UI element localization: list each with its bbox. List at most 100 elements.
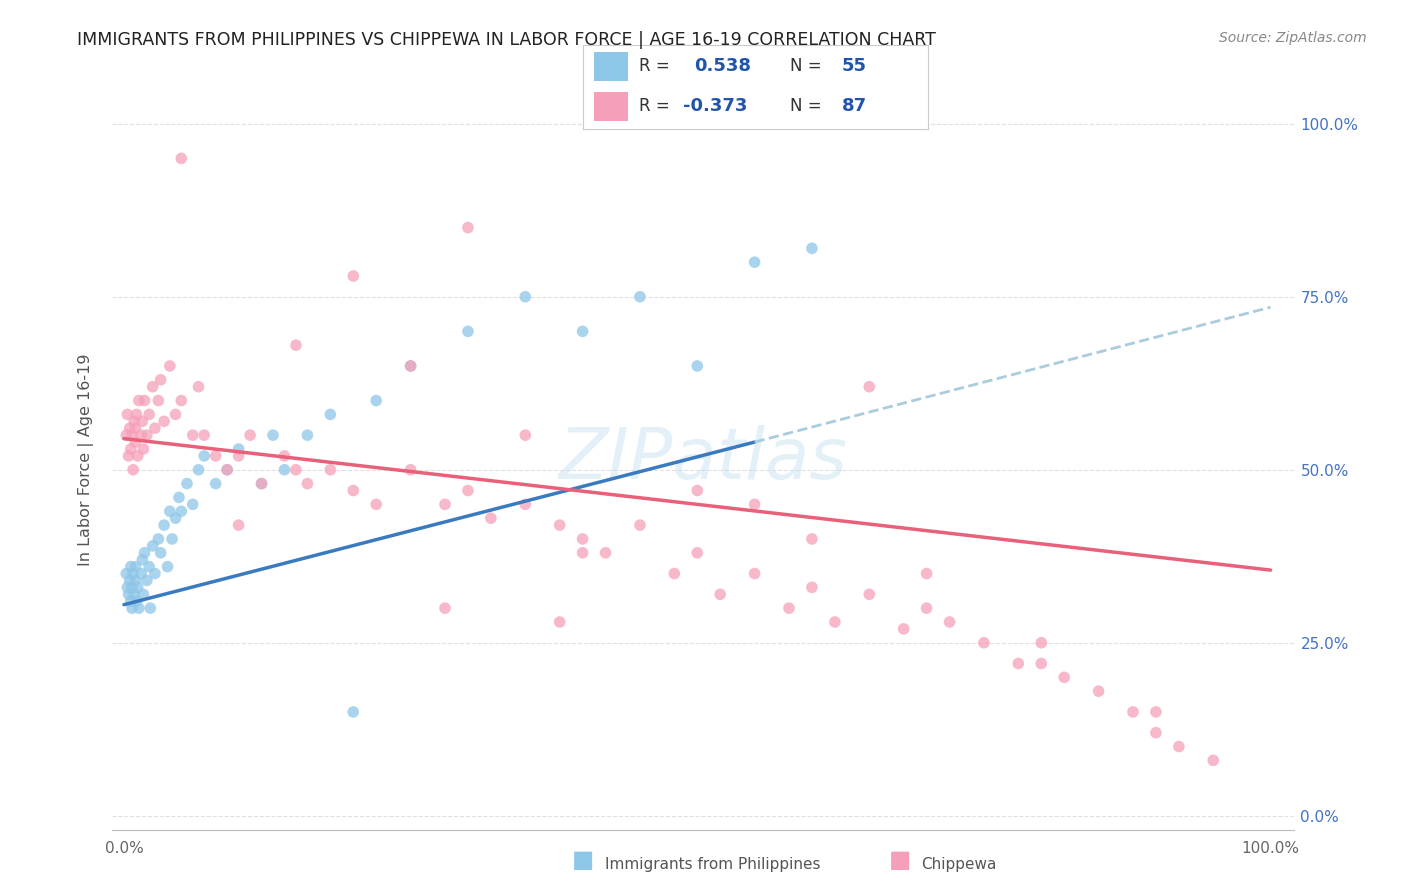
Point [1167, 739, 1189, 754]
Point [628, 518, 651, 533]
Point [1007, 657, 1029, 671]
Bar [593, 53, 628, 81]
Point [138, 408, 160, 422]
Point [176, 476, 198, 491]
Point [167, 491, 190, 505]
Point [399, 463, 422, 477]
Point [134, 546, 156, 560]
Point [122, 566, 145, 581]
Point [1144, 705, 1167, 719]
Point [434, 601, 457, 615]
Point [595, 546, 617, 560]
Point [1053, 670, 1076, 684]
Point [156, 559, 179, 574]
Point [686, 546, 709, 560]
Point [153, 518, 176, 533]
Point [1144, 725, 1167, 739]
Point [571, 324, 593, 338]
Point [515, 290, 537, 304]
Point [115, 428, 138, 442]
Point [548, 615, 571, 629]
Text: Source: ZipAtlas.com: Source: ZipAtlas.com [1219, 31, 1367, 45]
Point [127, 449, 149, 463]
Point [149, 546, 172, 560]
Point [938, 615, 960, 629]
Point [143, 566, 166, 581]
Point [131, 552, 153, 566]
Point [135, 428, 157, 442]
Point [1087, 684, 1109, 698]
Point [262, 428, 284, 442]
Point [664, 566, 686, 581]
Point [800, 241, 823, 255]
Point [159, 359, 181, 373]
Text: ■: ■ [889, 848, 911, 872]
Point [135, 574, 157, 588]
Point [915, 566, 938, 581]
Point [297, 476, 319, 491]
Point [858, 587, 880, 601]
Point [893, 622, 915, 636]
Point [228, 442, 250, 456]
Point [142, 380, 165, 394]
Point [800, 581, 823, 595]
Text: N =: N = [790, 97, 821, 115]
Point [744, 255, 766, 269]
Text: R =: R = [638, 97, 669, 115]
Point [744, 497, 766, 511]
Point [121, 601, 143, 615]
Point [228, 518, 250, 533]
Point [399, 359, 422, 373]
Point [117, 408, 139, 422]
Point [239, 428, 262, 442]
Point [134, 393, 156, 408]
Point [273, 449, 295, 463]
Point [187, 380, 209, 394]
Point [115, 566, 138, 581]
Point [744, 566, 766, 581]
Point [457, 483, 479, 498]
Point [479, 511, 502, 525]
Point [228, 449, 250, 463]
Point [571, 546, 593, 560]
Point [686, 359, 709, 373]
Text: N =: N = [790, 57, 821, 75]
Point [132, 442, 155, 456]
Point [127, 581, 149, 595]
Point [124, 574, 146, 588]
Text: IMMIGRANTS FROM PHILIPPINES VS CHIPPEWA IN LABOR FORCE | AGE 16-19 CORRELATION C: IMMIGRANTS FROM PHILIPPINES VS CHIPPEWA … [77, 31, 936, 49]
Point [686, 483, 709, 498]
Point [457, 324, 479, 338]
Point [117, 449, 139, 463]
Point [149, 373, 172, 387]
Point [139, 601, 162, 615]
Point [366, 497, 388, 511]
Point [181, 428, 204, 442]
Point [319, 463, 342, 477]
Text: 87: 87 [842, 97, 868, 115]
Point [124, 421, 146, 435]
Point [1031, 657, 1053, 671]
Point [273, 463, 295, 477]
Point [778, 601, 800, 615]
Point [284, 463, 307, 477]
Point [342, 705, 364, 719]
Bar [593, 92, 628, 120]
Text: R =: R = [638, 57, 669, 75]
Point [120, 442, 142, 456]
Point [122, 463, 145, 477]
Point [128, 601, 150, 615]
Point [125, 594, 148, 608]
Point [129, 428, 152, 442]
Point [457, 220, 479, 235]
Point [187, 463, 209, 477]
Point [217, 463, 239, 477]
Text: 55: 55 [842, 57, 868, 75]
Y-axis label: In Labor Force | Age 16-19: In Labor Force | Age 16-19 [77, 353, 94, 566]
Point [709, 587, 731, 601]
Point [148, 532, 170, 546]
Point [548, 518, 571, 533]
Point [138, 559, 160, 574]
Text: Chippewa: Chippewa [921, 857, 997, 872]
Point [165, 511, 187, 525]
